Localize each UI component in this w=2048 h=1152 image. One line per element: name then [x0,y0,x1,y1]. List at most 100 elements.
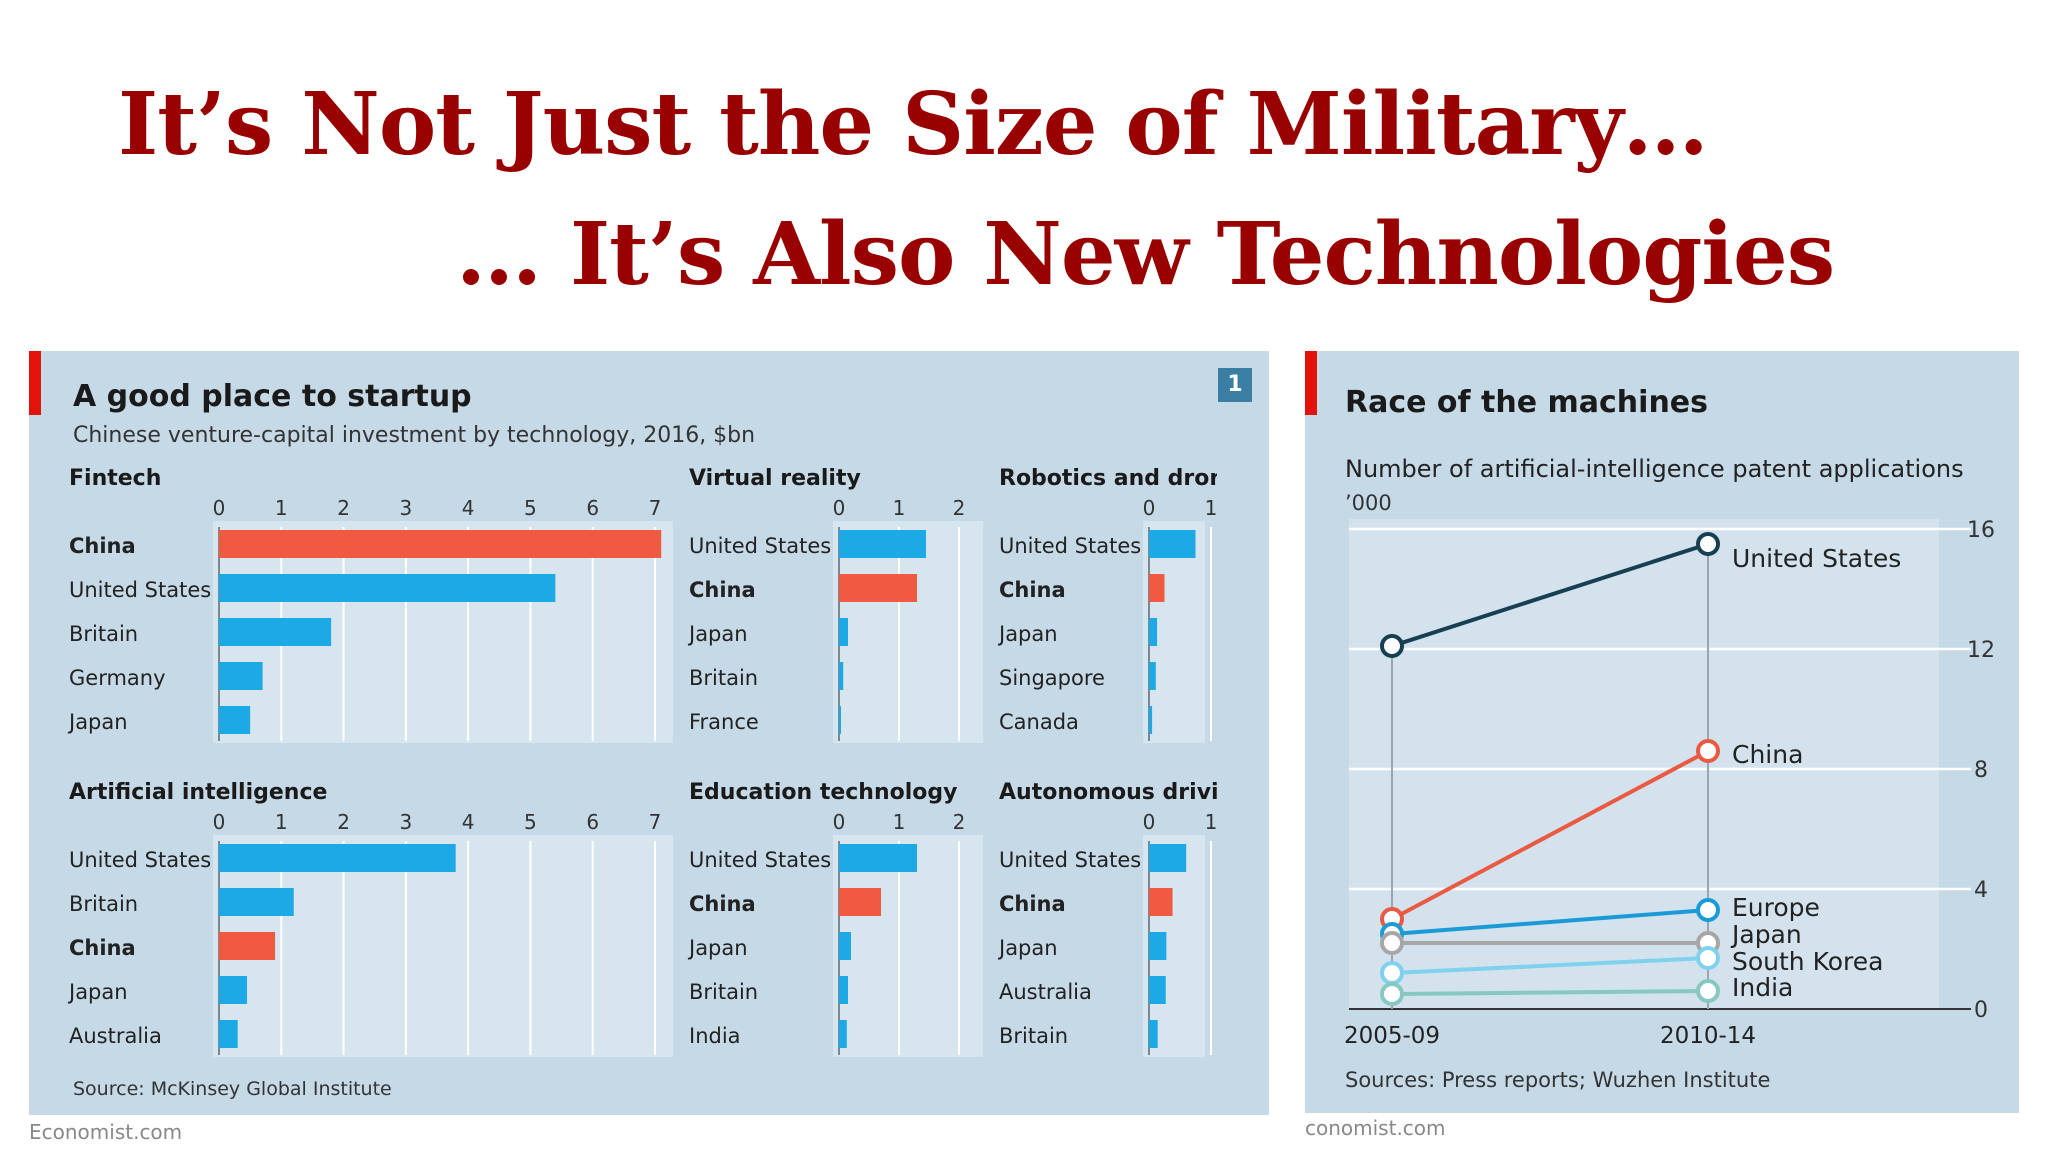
subchart-title: Robotics and drones [999,466,1217,491]
point-united-states [1696,532,1720,556]
bar-singapore [1149,662,1156,690]
bar-japan [219,706,251,734]
x-tick-label: 2 [337,810,350,834]
bar-britain [219,618,332,646]
category-label: Japan [687,622,748,646]
subchart-title: Virtual reality [689,466,861,491]
x-tick-label: 2 [953,810,966,834]
x-tick-label: 1 [275,810,288,834]
artificial-intelligence-bar-svg: Artificial intelligence 0 1 2 3 4 5 6 7 United St… [67,780,673,1057]
category-label: Japan [997,622,1058,646]
category-label: Australia [69,1024,162,1048]
series-line-united-states [1391,542,1709,648]
point-south-korea [1696,946,1720,970]
series-label-united-states: United States [1732,544,1901,573]
category-label: India [689,1024,741,1048]
category-label: China [999,578,1066,602]
bar-china [1149,574,1165,602]
category-label: United States [689,848,831,872]
category-label: China [689,892,756,916]
chart-number-badge: 1 [1218,368,1252,402]
ai-patents-chart-source: Sources: Press reports; Wuzhen Institute [1345,1068,1771,1092]
bar-germany [219,662,263,690]
x-tick-label: 5 [524,496,537,520]
x-tick-label: 2 [953,496,966,520]
x-tick-label: 0 [833,496,846,520]
slide-title-line-2: … It’s Also New Technologies [456,204,1835,305]
x-tick-label: 2010-14 [1660,1023,1756,1049]
bar-china [219,530,662,558]
category-label: Japan [997,936,1058,960]
virtual-reality-bar-svg: Virtual reality 0 1 2 United States China Japa… [687,466,983,743]
bar-united-states [839,844,917,872]
bar-japan [839,618,848,646]
bar-china [839,888,881,916]
category-label: Britain [999,1024,1068,1048]
point-india [1696,979,1720,1003]
x-tick-label: 1 [1205,496,1217,520]
bar-china [219,932,276,960]
category-label: United States [69,848,211,872]
y-tick-label: 8 [1974,758,1988,783]
category-label: China [69,936,136,960]
x-tick-label: 0 [1143,496,1156,520]
bar-china [1149,888,1173,916]
bar-japan [1149,618,1158,646]
bar-britain [839,662,844,690]
ai-patents-chart-panel: 0 4 8 12 16 2005-09 2010-14 United States China E… [1305,351,2019,1113]
series-label-south-korea: South Korea [1732,947,1883,976]
x-tick-label: 4 [462,810,475,834]
x-tick-label: 4 [462,496,475,520]
left-chart-credit: Economist.com [29,1120,183,1144]
category-label: Japan [67,710,128,734]
fintech-chart: Fintech 0 1 2 3 4 5 6 7 China United States Britain… [65,461,685,767]
x-tick-label: 1 [893,810,906,834]
category-label: United States [689,534,831,558]
x-tick-label: 5 [524,810,537,834]
category-label: Britain [689,980,758,1004]
x-tick-label: 0 [833,810,846,834]
bar-united-states [1149,530,1196,558]
bar-united-states [1149,844,1187,872]
robotics-drones-chart: Robotics and drones 0 1 United States China J… [995,461,1217,767]
category-label: Britain [69,622,138,646]
series-line-south-korea [1391,956,1709,975]
x-tick-label: 7 [649,810,662,834]
ai-patents-chart-title: Race of the machines [1345,385,1709,420]
x-tick-label: 2 [337,496,350,520]
point-japan [1380,931,1404,955]
bar-japan [1149,932,1167,960]
category-label: China [689,578,756,602]
subchart-title: Autonomous driving [999,780,1217,805]
y-tick-label: 12 [1967,638,1995,663]
category-label: United States [999,848,1141,872]
y-tick-label: 0 [1974,998,1988,1023]
right-chart-credit: conomist.com [1305,1116,1446,1140]
robotics-and-drones-bar-svg: Robotics and drones 0 1 United States China J… [997,466,1217,743]
y-tick-label: 16 [1967,518,1995,543]
category-label: Britain [689,666,758,690]
x-tick-label: 3 [399,810,412,834]
x-tick-label: 1 [1205,810,1217,834]
bar-united-states [219,574,556,602]
bar-britain [219,888,294,916]
category-label: Japan [687,936,748,960]
series-line-india [1391,989,1709,996]
subchart-title: Education technology [689,780,957,805]
bar-france [839,706,841,734]
plot-background [1349,519,1939,1009]
x-tick-label: 0 [213,810,226,834]
ai-patents-chart-subtitle: Number of artificial-intelligence patent… [1345,455,1964,483]
autonomous-driving-chart: Autonomous driving 0 1 United States China Ja… [995,775,1217,1081]
bar-australia [1149,976,1166,1004]
y-tick-label: 4 [1974,878,1988,903]
subchart-title: Artificial intelligence [69,780,327,805]
category-label: Japan [67,980,128,1004]
category-label: China [999,892,1066,916]
category-label: Germany [69,666,166,690]
x-tick-label: 1 [275,496,288,520]
startup-chart-source: Source: McKinsey Global Institute [73,1078,392,1100]
fintech-bar-svg: Fintech 0 1 2 3 4 5 6 7 China United States Britain… [67,466,673,743]
point-europe [1696,898,1720,922]
x-tick-label: 1 [893,496,906,520]
